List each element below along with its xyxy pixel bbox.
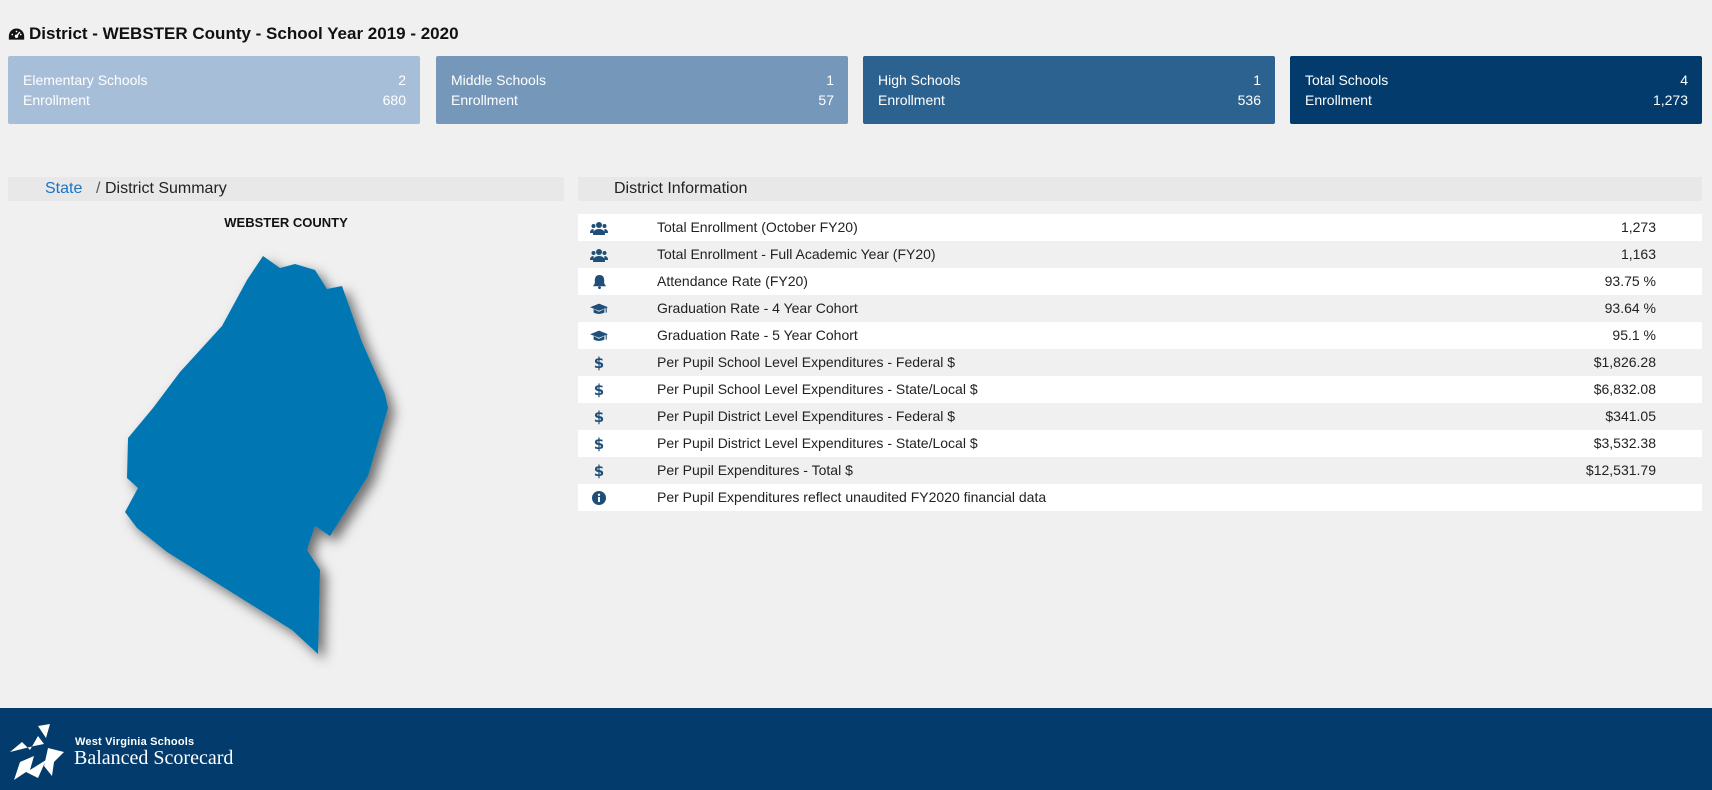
graduation-cap-icon: [590, 300, 608, 317]
card-enrollment-value: 680: [382, 92, 406, 108]
info-icon: [590, 489, 608, 506]
logo-line2[interactable]: Balanced Scorecard: [74, 747, 234, 769]
breadcrumb-current: District Summary: [105, 180, 227, 197]
info-row: Total Enrollment (October FY20) 1,273: [578, 214, 1702, 241]
info-label: Total Enrollment - Full Academic Year (F…: [657, 246, 936, 262]
info-value: 93.75 %: [1604, 273, 1656, 289]
dollar-icon: $: [590, 462, 608, 479]
summary-cards: Elementary Schools 2 Enrollment 680 Middle…: [8, 56, 1703, 124]
footer: West Virginia Schools Balanced Scorecard: [0, 708, 1712, 790]
svg-text:$: $: [594, 408, 604, 425]
info-value: $1,826.28: [1593, 354, 1656, 370]
info-row: $ Per Pupil School Level Expenditures - …: [578, 376, 1702, 403]
card-elementary-schools[interactable]: Elementary Schools 2 Enrollment 680: [8, 56, 420, 124]
svg-text:$: $: [594, 462, 604, 479]
card-enrollment-label: Enrollment: [451, 92, 518, 108]
card-label: Middle Schools: [451, 72, 546, 88]
page-title-text: District - WEBSTER County - School Year …: [29, 24, 459, 43]
card-count: 2: [398, 72, 406, 88]
users-icon: [590, 246, 608, 263]
info-value: $6,832.08: [1593, 381, 1656, 397]
info-row: $ Per Pupil District Level Expenditures …: [578, 430, 1702, 457]
info-label: Per Pupil School Level Expenditures - Fe…: [657, 354, 956, 370]
card-enrollment-label: Enrollment: [1305, 92, 1372, 108]
info-row: $ Per Pupil Expenditures - Total $ $12,5…: [578, 457, 1702, 484]
card-enrollment-value: 536: [1237, 92, 1261, 108]
card-label: Elementary Schools: [23, 72, 148, 88]
scorecard-logo-icon[interactable]: [8, 722, 78, 784]
dashboard-icon: [8, 28, 25, 40]
breadcrumb-state-link[interactable]: State: [45, 180, 83, 197]
info-row: Per Pupil Expenditures reflect unaudited…: [578, 484, 1702, 511]
card-middle-schools[interactable]: Middle Schools 1 Enrollment 57: [436, 56, 848, 124]
info-label: Per Pupil District Level Expenditures - …: [657, 435, 978, 451]
dollar-icon: $: [590, 354, 608, 371]
info-row: $ Per Pupil School Level Expenditures - …: [578, 349, 1702, 376]
info-value: 1,163: [1620, 246, 1656, 262]
dollar-icon: $: [590, 435, 608, 452]
card-count: 4: [1680, 72, 1688, 88]
card-enrollment-label: Enrollment: [878, 92, 945, 108]
county-map[interactable]: [110, 250, 440, 670]
svg-text:$: $: [594, 354, 604, 371]
info-label: Per Pupil School Level Expenditures - St…: [657, 381, 978, 397]
card-high-schools[interactable]: High Schools 1 Enrollment 536: [863, 56, 1275, 124]
district-info-header: District Information: [578, 177, 1702, 201]
info-value: 93.64 %: [1604, 300, 1656, 316]
svg-text:$: $: [594, 435, 604, 452]
info-label: Per Pupil District Level Expenditures - …: [657, 408, 956, 424]
info-value: 95.1 %: [1612, 327, 1656, 343]
dollar-icon: $: [590, 381, 608, 398]
card-label: High Schools: [878, 72, 961, 88]
district-info-title: District Information: [614, 180, 748, 197]
breadcrumb-separator: /: [96, 180, 101, 197]
card-enrollment-label: Enrollment: [23, 92, 90, 108]
dollar-icon: $: [590, 408, 608, 425]
info-label: Per Pupil Expenditures - Total $: [657, 462, 853, 478]
page-title: District - WEBSTER County - School Year …: [8, 24, 459, 44]
info-label: Graduation Rate - 5 Year Cohort: [657, 327, 858, 343]
info-row: Total Enrollment - Full Academic Year (F…: [578, 241, 1702, 268]
bell-icon: [590, 273, 608, 290]
breadcrumb: State / District Summary: [8, 177, 564, 201]
county-shape[interactable]: [125, 256, 388, 654]
svg-text:$: $: [594, 381, 604, 398]
info-value: $12,531.79: [1585, 462, 1656, 478]
card-enrollment-value: 1,273: [1652, 92, 1688, 108]
logo-line1[interactable]: West Virginia Schools: [75, 736, 195, 748]
card-count: 1: [826, 72, 834, 88]
card-label: Total Schools: [1305, 72, 1389, 88]
card-enrollment-value: 57: [818, 92, 834, 108]
info-row: Graduation Rate - 5 Year Cohort 95.1 %: [578, 322, 1702, 349]
info-row: Attendance Rate (FY20) 93.75 %: [578, 268, 1702, 295]
card-count: 1: [1253, 72, 1261, 88]
info-label: Per Pupil Expenditures reflect unaudited…: [657, 489, 1047, 505]
graduation-cap-icon: [590, 327, 608, 344]
info-row: Graduation Rate - 4 Year Cohort 93.64 %: [578, 295, 1702, 322]
info-value: $3,532.38: [1593, 435, 1656, 451]
users-icon: [590, 219, 608, 236]
card-total-schools[interactable]: Total Schools 4 Enrollment 1,273: [1290, 56, 1702, 124]
info-label: Attendance Rate (FY20): [657, 273, 808, 289]
district-info-table: Total Enrollment (October FY20) 1,273 To…: [578, 214, 1702, 511]
info-value: 1,273: [1620, 219, 1656, 235]
info-value: $341.05: [1605, 408, 1656, 424]
info-row: $ Per Pupil District Level Expenditures …: [578, 403, 1702, 430]
county-name: WEBSTER COUNTY: [224, 215, 348, 230]
info-label: Graduation Rate - 4 Year Cohort: [657, 300, 858, 316]
info-label: Total Enrollment (October FY20): [657, 219, 858, 235]
